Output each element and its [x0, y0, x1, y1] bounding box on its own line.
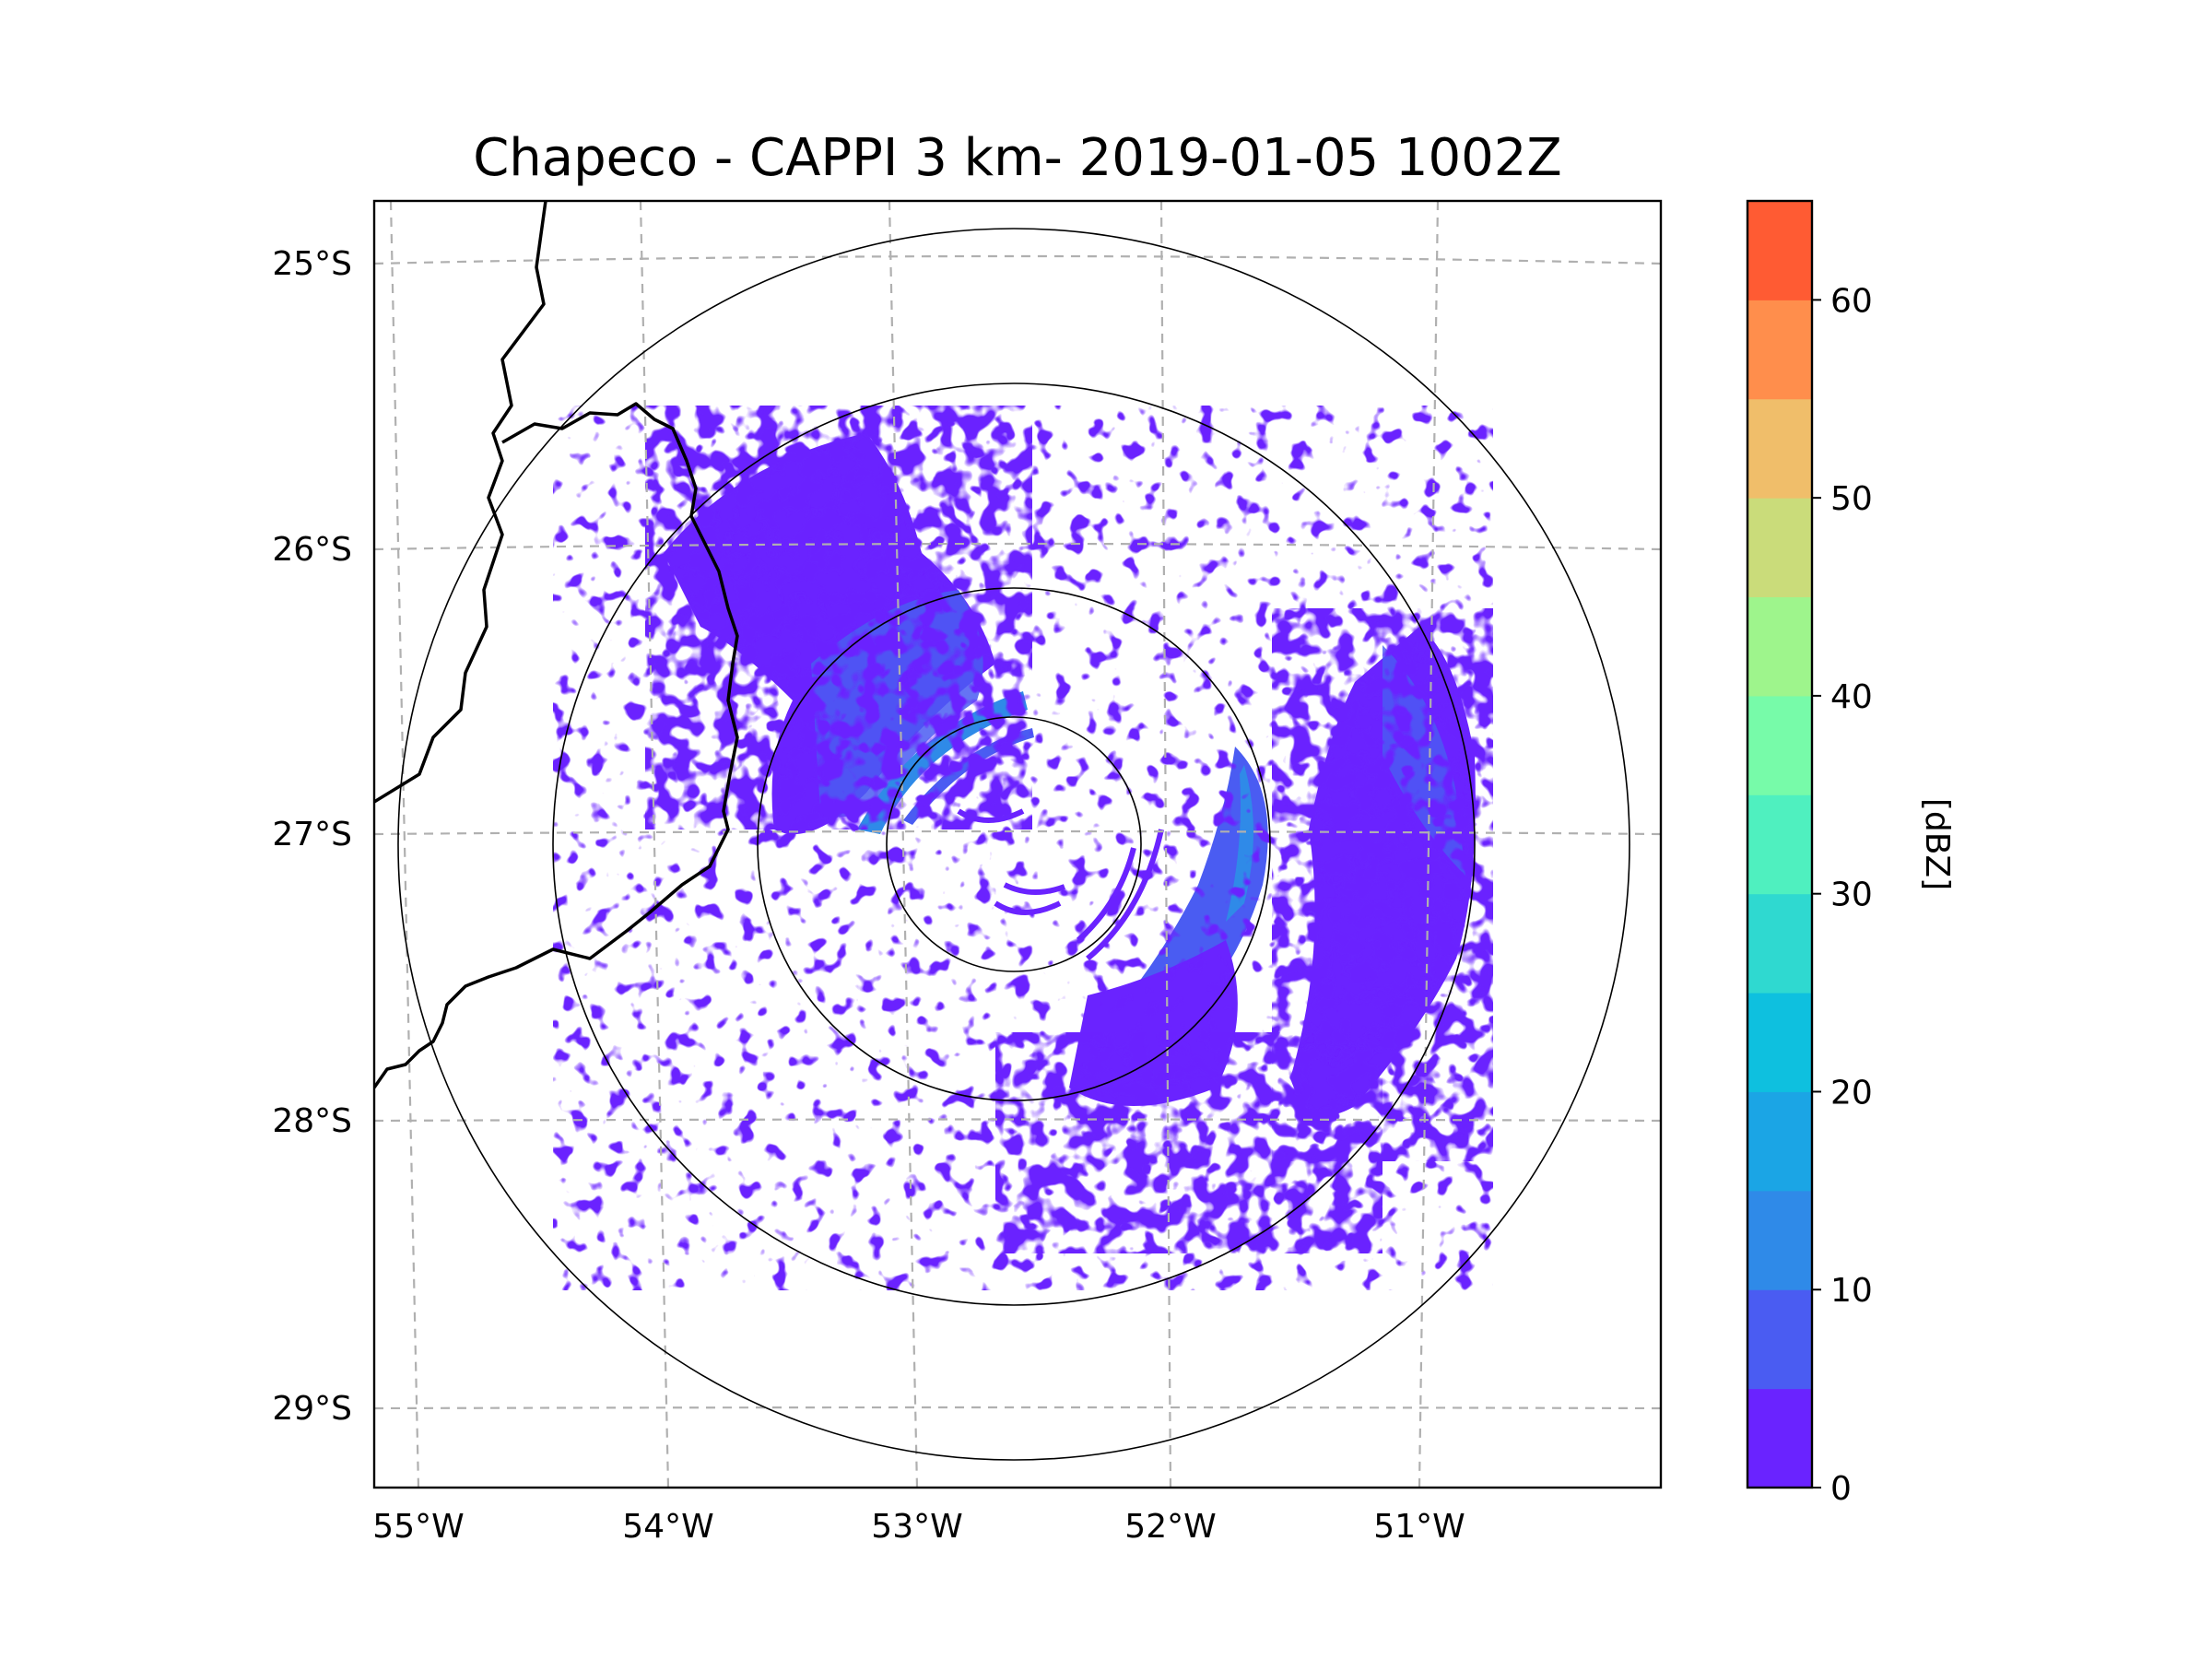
y-tick-label: 26°S: [272, 531, 352, 569]
chart-title: Chapeco - CAPPI 3 km- 2019-01-05 1002Z: [473, 128, 1562, 188]
x-tick-label: 53°W: [871, 1508, 962, 1546]
x-tick-label: 51°W: [1373, 1508, 1465, 1546]
y-tick-label: 27°S: [272, 816, 352, 853]
colorbar-segment: [1747, 893, 1812, 994]
colorbar-tick-label: 50: [1830, 480, 1873, 518]
colorbar-segment: [1747, 596, 1812, 697]
range-rings: [397, 228, 1630, 1461]
colorbar-segment: [1747, 300, 1812, 400]
colorbar-tick-label: 20: [1830, 1074, 1873, 1112]
y-tick-label: 28°S: [272, 1102, 352, 1140]
colorbar-tick-label: 30: [1830, 877, 1873, 914]
colorbar-segment: [1747, 1289, 1812, 1390]
colorbar-segment: [1747, 498, 1812, 598]
y-tick-label: 25°S: [272, 245, 352, 283]
colorbar-segment: [1747, 398, 1812, 499]
colorbar-segment: [1747, 794, 1812, 895]
colorbar: 0 10 20 30 40 50 60: [1746, 199, 1873, 1508]
y-tick-label: 29°S: [272, 1390, 352, 1428]
y-tick-labels: 25°S 26°S 27°S 28°S 29°S: [272, 245, 352, 1428]
colorbar-segment: [1747, 1091, 1812, 1192]
colorbar-segment: [1747, 695, 1812, 795]
colorbar-tick-label: 40: [1830, 678, 1873, 716]
map-area: [374, 201, 1661, 1488]
map-frame: [372, 199, 1663, 1489]
colorbar-frame: [1746, 199, 1814, 1489]
x-tick-label: 54°W: [622, 1508, 713, 1546]
colorbar-segment: [1747, 201, 1812, 300]
colorbar-segment: [1747, 993, 1812, 1092]
x-tick-labels: 55°W 54°W 53°W 52°W 51°W: [372, 1508, 1465, 1546]
colorbar-tick-label: 60: [1830, 282, 1873, 320]
x-tick-label: 55°W: [372, 1508, 464, 1546]
colorbar-segment: [1747, 1190, 1812, 1290]
colorbar-tick-label: 0: [1830, 1470, 1852, 1508]
borders: [374, 201, 739, 1089]
colorbar-tick-label: 10: [1830, 1272, 1873, 1310]
colorbar-label: [dBZ]: [1918, 798, 1956, 890]
colorbar-segment: [1747, 1388, 1812, 1488]
x-tick-label: 52°W: [1124, 1508, 1216, 1546]
